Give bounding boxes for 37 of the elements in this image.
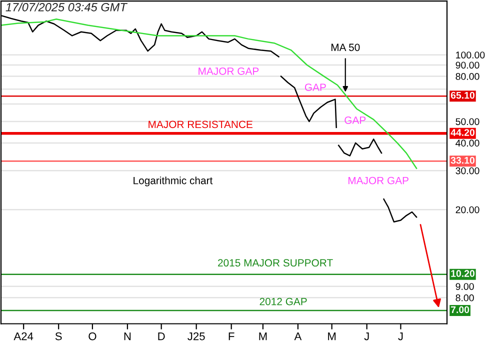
x-tick-label: F: [228, 332, 234, 340]
y-tick-label: 9.00: [456, 283, 474, 290]
y-tick-label: 8.00: [456, 294, 474, 302]
y-tick-label: 50.00: [456, 118, 480, 126]
annotation: GAP: [344, 116, 366, 124]
annotation: MAJOR RESISTANCE: [148, 120, 252, 128]
y-tick-label: 20.00: [456, 206, 480, 214]
y-tick-label: 40.00: [456, 140, 480, 147]
x-tick-label: N: [124, 332, 131, 340]
x-tick-label: M: [328, 332, 336, 340]
ref-line-label: 33.10: [450, 156, 474, 164]
annotation: 17/07/2025 03:45 GMT: [6, 2, 128, 12]
x-tick-label: J25: [188, 332, 205, 340]
annotation: Logarithmic chart: [134, 176, 213, 186]
ref-line-label: 44.20: [450, 129, 474, 136]
ref-line-label: 7.00: [450, 306, 470, 314]
x-tick-label: A: [294, 332, 302, 340]
x-tick-label: J: [364, 332, 369, 340]
y-tick-label: 100.00: [456, 52, 485, 58]
ref-line-label: 10.20: [451, 270, 474, 277]
y-tick-label: 80.00: [456, 73, 480, 80]
annotation: GAP: [304, 84, 326, 91]
line-series: [1, 18, 418, 170]
x-tick-label: J: [398, 332, 403, 340]
x-tick-label: D: [158, 332, 165, 340]
y-tick-label: 30.00: [456, 167, 480, 174]
annotation: MAJOR GAP: [198, 67, 259, 75]
x-tick-label: S: [55, 332, 62, 340]
annotation: MAJOR GAP: [348, 176, 408, 184]
x-tick-label: O: [88, 332, 96, 340]
y-tick-label: 90.00: [456, 62, 480, 69]
annotation: 2012 GAP: [260, 298, 307, 306]
x-tick-label: A24: [14, 332, 34, 340]
x-tick-label: M: [259, 332, 267, 340]
ref-line-label: 65.10: [450, 92, 474, 99]
text: MA 50: [331, 44, 360, 52]
annotation: 2015 MAJOR SUPPORT: [218, 259, 333, 267]
